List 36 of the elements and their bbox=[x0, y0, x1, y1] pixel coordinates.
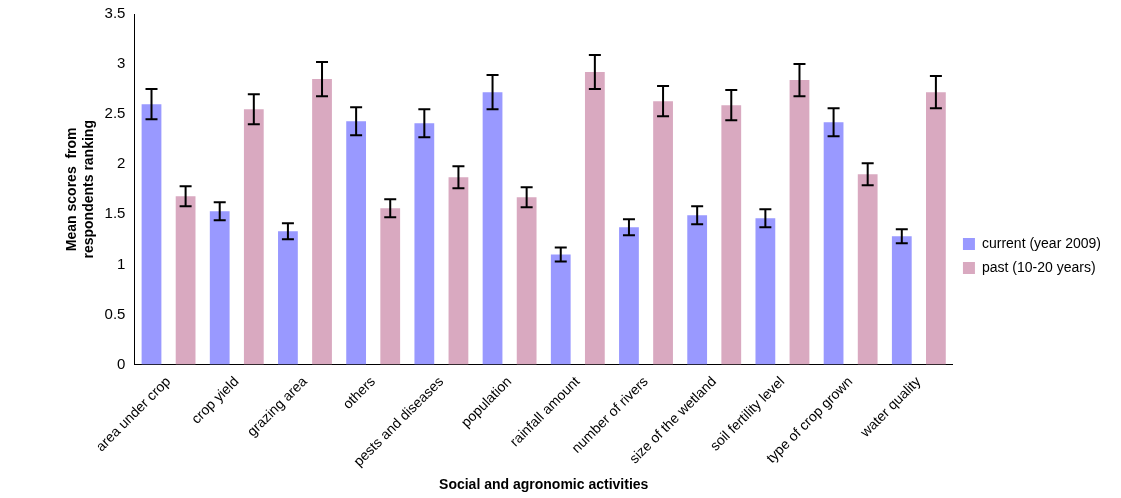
bar bbox=[789, 80, 810, 365]
legend-label: past (10-20 years) bbox=[981, 258, 1096, 275]
y-tick-label: 1 bbox=[117, 254, 126, 272]
x-axis-title: Social and agronomic activities bbox=[439, 476, 649, 493]
y-tick-label: 2 bbox=[117, 154, 126, 172]
bar bbox=[141, 104, 162, 365]
bar bbox=[584, 72, 605, 365]
bar bbox=[550, 254, 571, 365]
bar bbox=[243, 109, 264, 365]
bar bbox=[619, 227, 639, 365]
bar bbox=[891, 236, 912, 365]
bar bbox=[448, 177, 469, 365]
bar bbox=[209, 211, 230, 365]
bar bbox=[516, 197, 537, 365]
bar bbox=[482, 92, 503, 365]
bar bbox=[926, 92, 946, 365]
legend-label: current (year 2009) bbox=[981, 234, 1102, 251]
y-tick-label: 2.5 bbox=[104, 104, 126, 122]
bar bbox=[312, 79, 332, 365]
bar bbox=[278, 231, 298, 365]
bar bbox=[175, 196, 196, 365]
bar bbox=[823, 122, 844, 365]
bar bbox=[653, 101, 673, 365]
bar bbox=[380, 208, 401, 365]
bar bbox=[346, 121, 367, 365]
y-tick-label: 0.5 bbox=[104, 304, 126, 322]
bar bbox=[687, 215, 708, 365]
bar bbox=[755, 218, 776, 365]
y-tick-label: 3 bbox=[117, 54, 126, 72]
y-tick-label: 3.5 bbox=[104, 4, 126, 22]
bar bbox=[721, 105, 742, 365]
y-tick-label: 1.5 bbox=[104, 204, 126, 222]
y-tick-label: 0 bbox=[117, 354, 126, 372]
bar bbox=[857, 174, 878, 365]
y-axis-title: Mean scores from respondents ranking bbox=[63, 120, 97, 259]
bar bbox=[414, 123, 435, 365]
